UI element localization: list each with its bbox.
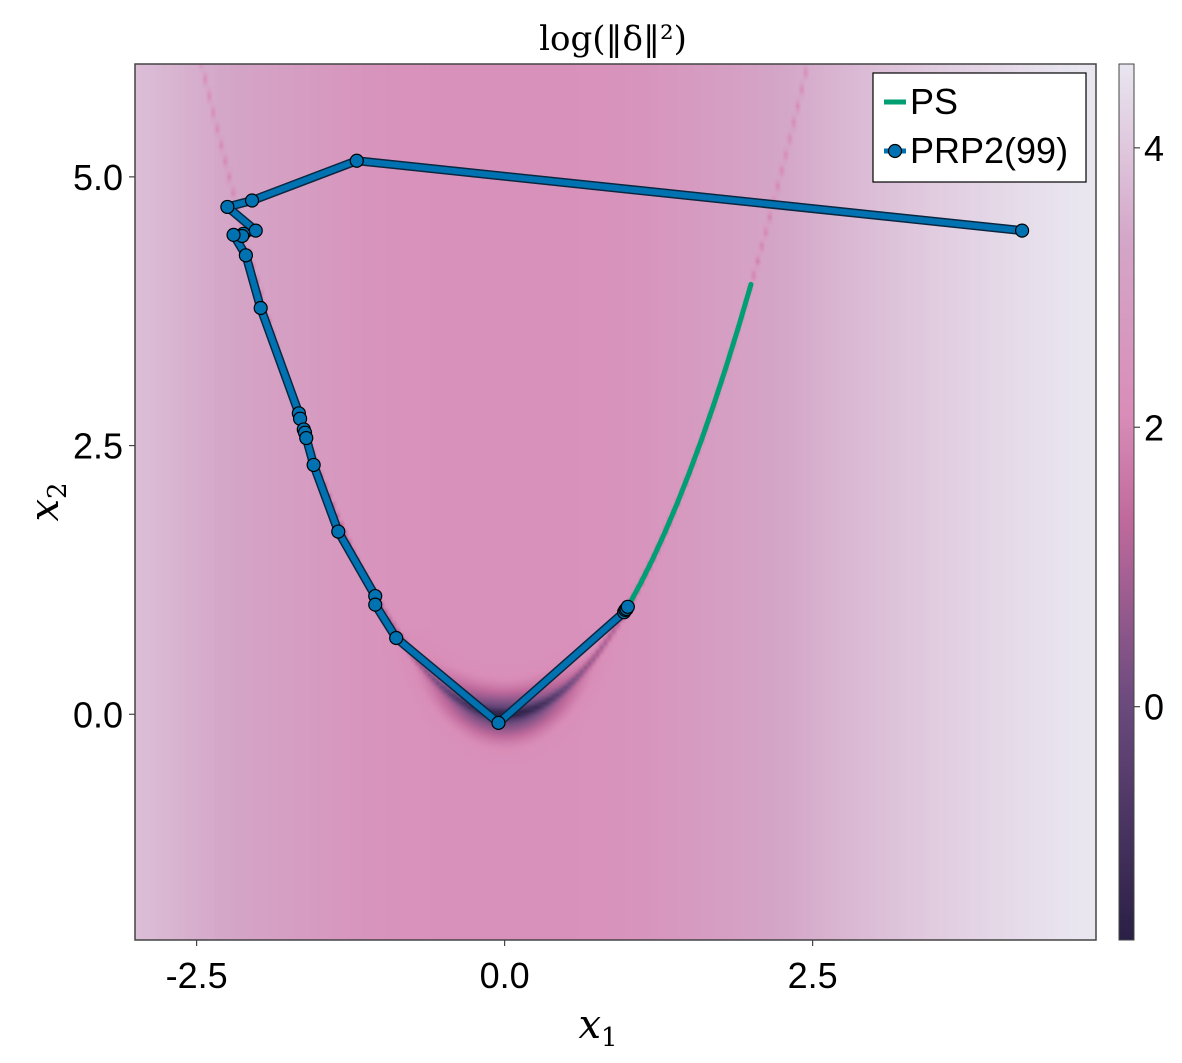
series-ps-line [625, 281, 754, 610]
colorbar-tick-label-1: 2 [1144, 407, 1164, 448]
legend-prp2-marker [887, 143, 903, 159]
x-axis: -2.5 0.0 2.5 [166, 940, 838, 996]
series-prp2-99-point-19 [389, 630, 404, 646]
heatmap [135, 64, 1096, 940]
series-prp2-99-point-15 [306, 457, 321, 473]
series-prp2-99-point-4 [248, 223, 263, 238]
series-prp2-99-point-8 [238, 248, 253, 263]
y-axis: 0.0 2.5 5.0 [73, 157, 135, 735]
colorbar-ticks: 0 2 4 [1134, 128, 1164, 728]
x-tick-label-1: 0.0 [480, 955, 530, 996]
chart-title: log(‖δ‖²) [539, 19, 687, 59]
x-tick-label-2: 2.5 [788, 955, 838, 996]
y-tick-label-1: 2.5 [73, 426, 123, 467]
y-axis-title: x2 [22, 482, 73, 521]
legend-prp2-label: PRP2(99) [910, 130, 1068, 171]
series-prp2-99-point-3 [220, 199, 235, 215]
colorbar-gradient [1118, 63, 1135, 941]
x-axis-title: x1 [578, 1002, 617, 1053]
legend-box [872, 72, 1087, 183]
series-prp2-99-point-24 [620, 599, 635, 614]
series-layer [220, 153, 1030, 730]
heatmap-image [135, 64, 1096, 940]
series-prp2-99-point-7 [226, 227, 241, 243]
series-prp2-99-point-0 [1014, 223, 1030, 238]
colorbar-tick-label-2: 4 [1144, 128, 1164, 169]
series-prp2-99-point-20 [491, 715, 506, 730]
series-prp2-99-point-9 [253, 300, 268, 316]
y-tick-label-0: 0.0 [73, 694, 123, 735]
colorbar-tick-label-0: 0 [1144, 687, 1164, 728]
series-prp2-99-point-14 [299, 430, 314, 446]
plot-frame [134, 63, 1097, 941]
y-tick-label-2: 5.0 [73, 157, 123, 198]
series-prp2-99-point-2 [244, 193, 260, 208]
series-prp2-99-point-16 [331, 524, 346, 539]
x-tick-label-0: -2.5 [166, 955, 228, 996]
legend: PS PRP2(99) [872, 72, 1087, 183]
colorbar: 0 2 4 [1118, 63, 1164, 941]
series-prp2-99-point-18 [368, 597, 383, 612]
legend-ps-label: PS [910, 81, 958, 122]
series-prp2-99-point-1 [349, 153, 364, 168]
